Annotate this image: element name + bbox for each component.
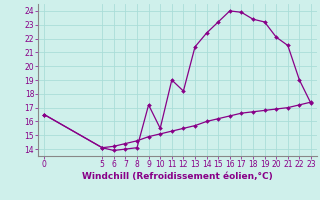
X-axis label: Windchill (Refroidissement éolien,°C): Windchill (Refroidissement éolien,°C) xyxy=(82,172,273,181)
